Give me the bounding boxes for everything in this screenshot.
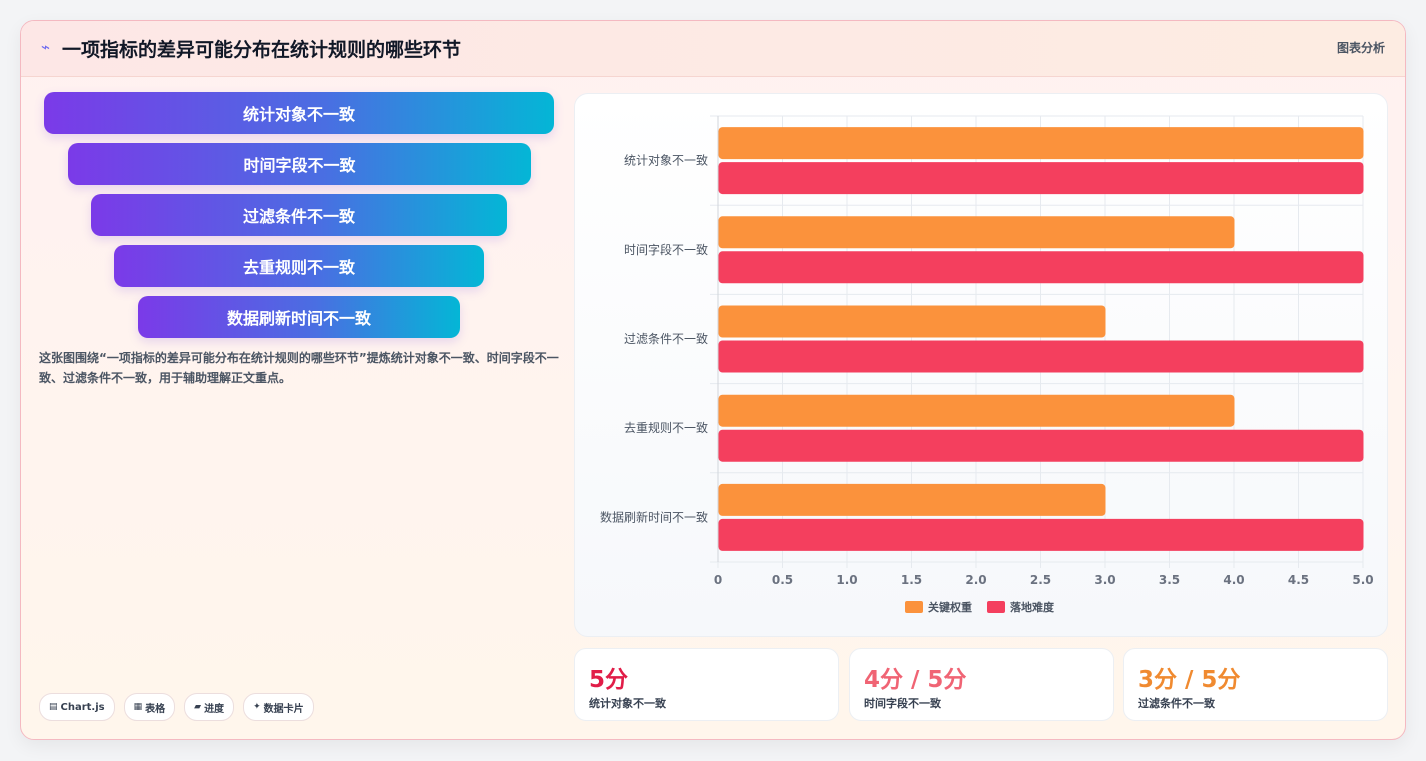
- bar-key-weight: [718, 394, 1235, 427]
- x-tick-label: 0.5: [772, 573, 793, 587]
- bar-difficulty: [718, 429, 1364, 462]
- chip-label: 进度: [204, 703, 225, 715]
- card-header: ⌁ 一项指标的差异可能分布在统计规则的哪些环节 图表分析: [21, 21, 1405, 77]
- chip-chartjs[interactable]: ▤ Chart.js: [39, 693, 115, 721]
- report-card: ⌁ 一项指标的差异可能分布在统计规则的哪些环节 图表分析 统计对象不一致 时间字…: [20, 20, 1406, 740]
- bar-difficulty: [718, 162, 1364, 195]
- table-icon: ▦: [133, 702, 143, 712]
- legend-swatch: [987, 601, 1005, 613]
- chip-label: 数据卡片: [263, 703, 304, 715]
- stat-card-1: 5分 统计对象不一致: [574, 648, 839, 721]
- stat-label: 过滤条件不一致: [1138, 697, 1215, 710]
- chart-description: 这张图围绕“一项指标的差异可能分布在统计规则的哪些环节”提炼统计对象不一致、时间…: [39, 351, 559, 385]
- chart-panel: 0 0.5 1.0 1.5 2.0 2.5 3.0 3.5 4.0 4.5 5.0 统计对象不一致 时间…: [574, 93, 1388, 637]
- y-tick-label: 统计对象不一致: [624, 154, 708, 168]
- stat-card-3: 3分 / 5分 过滤条件不一致: [1123, 648, 1388, 721]
- bar-key-weight: [718, 127, 1364, 160]
- x-tick-label: 4.0: [1223, 573, 1244, 587]
- x-tick-label: 2.0: [965, 573, 986, 587]
- funnel-step-2: 时间字段不一致: [68, 143, 531, 185]
- x-tick-label: 3.0: [1094, 573, 1115, 587]
- chip-label: 表格: [145, 703, 166, 715]
- x-tick-label: 1.5: [901, 573, 922, 587]
- bar-key-weight: [718, 483, 1106, 516]
- sparkle-icon: ✦: [253, 702, 261, 712]
- y-tick-label: 过滤条件不一致: [624, 332, 708, 346]
- y-tick-label: 数据刷新时间不一致: [600, 509, 708, 524]
- page-title: 一项指标的差异可能分布在统计规则的哪些环节: [62, 39, 462, 61]
- chip-table[interactable]: ▦ 表格: [123, 693, 176, 721]
- funnel-step-5: 数据刷新时间不一致: [138, 296, 460, 338]
- x-tick-label: 5.0: [1352, 573, 1373, 587]
- x-tick-label: 0: [714, 573, 722, 587]
- progress-icon: ▰: [194, 702, 202, 712]
- legend-label: 关键权重: [928, 600, 972, 614]
- bolt-icon: ⌁: [41, 38, 51, 56]
- stat-label: 时间字段不一致: [864, 697, 941, 710]
- bar-difficulty: [718, 518, 1364, 551]
- funnel-step-1: 统计对象不一致: [44, 92, 554, 134]
- x-tick-label: 4.5: [1288, 573, 1309, 587]
- chip-progress[interactable]: ▰ 进度: [184, 693, 235, 721]
- y-tick-label: 时间字段不一致: [624, 242, 708, 257]
- bar-key-weight: [718, 216, 1235, 249]
- stat-value: 4分 / 5分: [864, 667, 967, 693]
- legend-label: 落地难度: [1010, 600, 1055, 614]
- tech-chips: ▤ Chart.js ▦ 表格 ▰ 进度 ✦ 数据卡片: [39, 693, 314, 721]
- bar-chart: 0 0.5 1.0 1.5 2.0 2.5 3.0 3.5 4.0 4.5 5.0 统计对象不一致时间…: [600, 115, 1374, 614]
- x-tick-label: 3.5: [1159, 573, 1180, 587]
- stat-value: 3分 / 5分: [1138, 667, 1241, 693]
- chip-data-card[interactable]: ✦ 数据卡片: [243, 693, 314, 721]
- x-tick-label: 2.5: [1030, 573, 1051, 587]
- stat-card-2: 4分 / 5分 时间字段不一致: [849, 648, 1114, 721]
- funnel-step-3: 过滤条件不一致: [91, 194, 507, 236]
- stat-value: 5分: [589, 667, 629, 693]
- bar-difficulty: [718, 340, 1364, 373]
- chip-label: Chart.js: [60, 701, 105, 713]
- bar-difficulty: [718, 251, 1364, 284]
- stat-label: 统计对象不一致: [589, 697, 666, 710]
- x-tick-label: 1.0: [836, 573, 857, 587]
- legend-swatch: [905, 601, 923, 613]
- y-tick-label: 去重规则不一致: [624, 420, 708, 435]
- bar-key-weight: [718, 305, 1106, 338]
- chart-icon: ▤: [49, 702, 58, 712]
- funnel-step-4: 去重规则不一致: [114, 245, 484, 287]
- chart-analysis-badge: 图表分析: [1336, 41, 1385, 55]
